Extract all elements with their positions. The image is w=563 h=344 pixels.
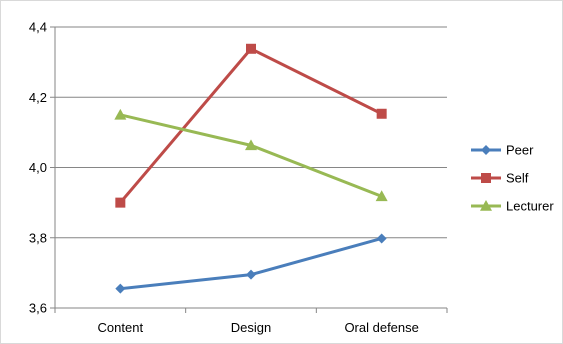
x-tick-labels: Content Design Oral defense [98,320,419,335]
series [114,43,388,294]
axes [50,26,448,313]
data-point-lecturer [245,139,257,151]
data-point-self [115,197,126,208]
series-peer [115,233,387,294]
series-self [115,43,387,208]
legend-marker-self [481,173,491,183]
data-point-peer [115,283,126,294]
y-tick-label: 4,0 [29,160,47,175]
x-tick-label: Oral defense [344,320,418,335]
data-point-lecturer [375,190,388,202]
y-tick-label: 3,6 [29,301,47,316]
series-line-peer [120,237,383,291]
series-lecturer [114,108,388,202]
y-tick-label: 4,4 [29,20,47,35]
y-tick-labels: 3,6 3,8 4,0 4,2 4,4 [29,20,47,316]
data-point-self [246,43,256,54]
legend: Peer Self Lecturer [471,143,554,214]
legend-marker-lecturer [480,200,492,211]
grid-lines [55,26,447,239]
data-point-peer [246,269,256,280]
legend-item-lecturer: Lecturer [471,199,554,214]
data-point-peer [376,233,387,244]
data-point-lecturer [114,108,127,120]
data-point-self [376,108,387,119]
legend-label-self: Self [506,171,529,186]
legend-label-peer: Peer [506,143,534,158]
legend-label-lecturer: Lecturer [506,199,554,214]
x-tick-label: Content [98,320,144,335]
y-tick-label: 3,8 [29,230,47,245]
x-tick-label: Design [231,320,271,335]
legend-item-peer: Peer [471,143,534,158]
y-tick-label: 4,2 [29,90,47,105]
legend-marker-peer [481,145,491,155]
legend-item-self: Self [471,171,529,186]
